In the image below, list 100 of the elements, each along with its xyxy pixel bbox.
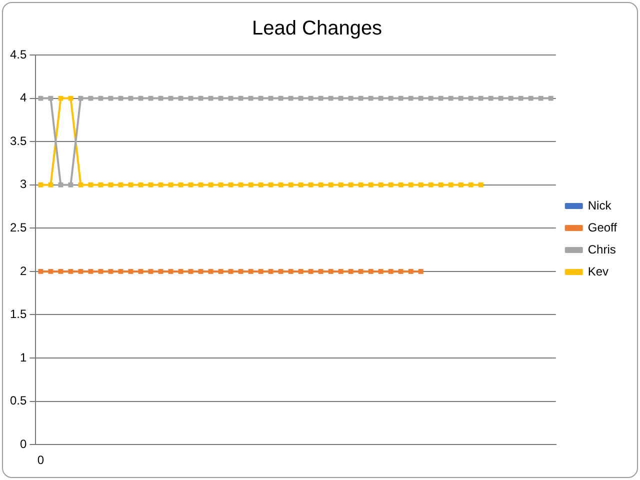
- point: [228, 268, 234, 274]
- point: [398, 268, 404, 274]
- point: [38, 96, 44, 101]
- point: [138, 96, 144, 101]
- point: [108, 268, 114, 274]
- point: [58, 96, 64, 101]
- point: [158, 96, 164, 101]
- chart-title: Lead Changes: [252, 18, 382, 40]
- point: [208, 96, 214, 101]
- point: [168, 96, 174, 101]
- point: [198, 182, 204, 188]
- point: [168, 182, 174, 188]
- point: [438, 182, 444, 188]
- point: [288, 96, 294, 101]
- point: [308, 96, 314, 101]
- point: [128, 182, 134, 188]
- point: [118, 96, 124, 101]
- point: [328, 96, 334, 101]
- point: [128, 268, 134, 274]
- point: [118, 182, 124, 188]
- point: [378, 268, 384, 274]
- y-tick-label: 0: [20, 436, 27, 451]
- point: [418, 96, 424, 101]
- point: [378, 182, 384, 188]
- y-tick-label: 4.5: [10, 47, 27, 62]
- point: [378, 96, 384, 101]
- point: [518, 96, 524, 101]
- point: [68, 182, 74, 188]
- point: [178, 268, 184, 274]
- point: [238, 182, 244, 188]
- legend-label: Kev: [588, 264, 609, 278]
- point: [298, 268, 304, 274]
- y-tick-label: 1.5: [10, 307, 27, 322]
- point: [318, 268, 324, 274]
- point: [98, 182, 104, 188]
- point: [88, 268, 94, 274]
- y-tick-label: 3: [20, 177, 27, 192]
- point: [408, 268, 414, 274]
- point: [198, 96, 204, 101]
- point: [128, 96, 134, 101]
- point: [528, 96, 534, 101]
- point: [478, 96, 484, 101]
- point: [68, 96, 74, 101]
- point: [348, 96, 354, 101]
- point: [188, 96, 194, 101]
- point: [198, 268, 204, 274]
- point: [148, 268, 154, 274]
- point: [388, 96, 394, 101]
- point: [48, 96, 54, 101]
- point: [178, 96, 184, 101]
- point: [278, 96, 284, 101]
- point: [458, 96, 464, 101]
- point: [318, 182, 324, 188]
- point: [98, 268, 104, 274]
- point: [138, 182, 144, 188]
- point: [538, 96, 544, 101]
- legend-label: Chris: [588, 242, 616, 256]
- point: [468, 96, 474, 101]
- point: [388, 182, 394, 188]
- point: [238, 96, 244, 101]
- point: [288, 268, 294, 274]
- point: [148, 182, 154, 188]
- point: [88, 182, 94, 188]
- point: [258, 96, 264, 101]
- point: [168, 268, 174, 274]
- y-tick-label: 3.5: [10, 134, 27, 148]
- point: [228, 182, 234, 188]
- point: [258, 182, 264, 188]
- point: [38, 268, 44, 274]
- point: [78, 268, 84, 274]
- point: [408, 182, 414, 188]
- point: [338, 268, 344, 274]
- point: [508, 96, 514, 101]
- point: [368, 182, 374, 188]
- point: [88, 96, 94, 101]
- y-tick-label: 4: [20, 90, 27, 105]
- point: [68, 268, 74, 274]
- point: [308, 182, 314, 188]
- point: [188, 268, 194, 274]
- point: [358, 96, 364, 101]
- point: [308, 268, 314, 274]
- point: [318, 96, 324, 101]
- point: [268, 268, 274, 274]
- point: [298, 182, 304, 188]
- legend-label: Geoff: [588, 220, 618, 234]
- point: [338, 96, 344, 101]
- point: [258, 268, 264, 274]
- point: [228, 96, 234, 101]
- point: [58, 182, 64, 188]
- point: [78, 182, 84, 188]
- point: [398, 96, 404, 101]
- point: [158, 268, 164, 274]
- point: [208, 182, 214, 188]
- point: [478, 182, 484, 188]
- point: [458, 182, 464, 188]
- point: [218, 182, 224, 188]
- point: [418, 182, 424, 188]
- point: [188, 182, 194, 188]
- point: [298, 96, 304, 101]
- point: [268, 182, 274, 188]
